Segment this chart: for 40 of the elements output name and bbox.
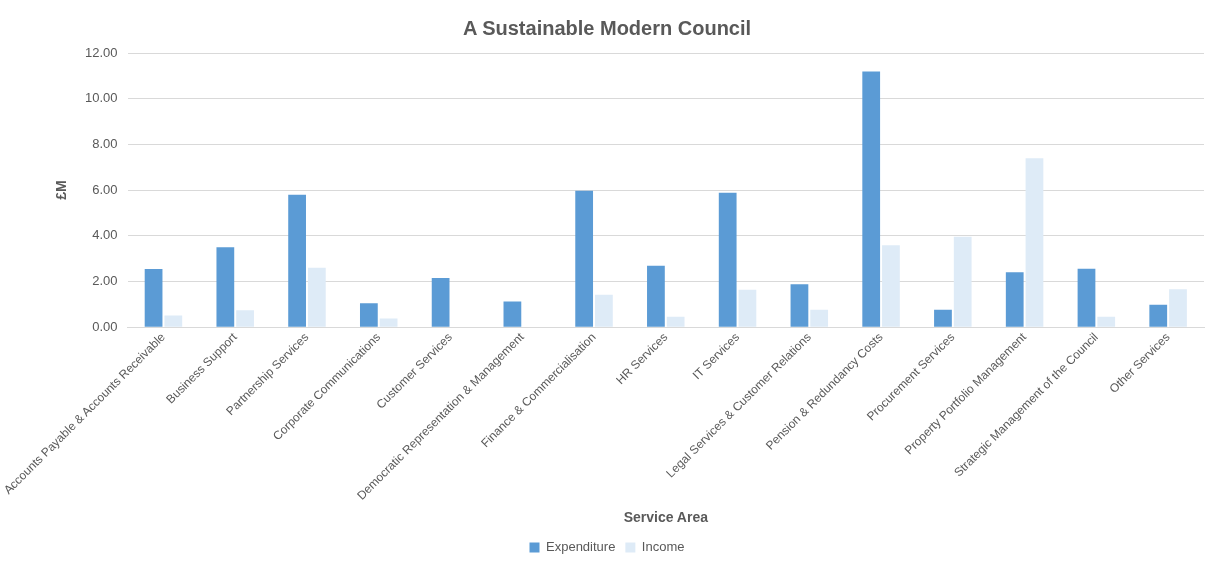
chart-title: A Sustainable Modern Council: [462, 16, 752, 39]
bar: [666, 316, 685, 327]
bar: [216, 247, 235, 327]
bar: [1005, 272, 1024, 327]
legend-label: Income: [641, 539, 685, 555]
bar: [1149, 304, 1168, 327]
x-axis-title: Service Area: [623, 509, 709, 526]
bar: [503, 301, 522, 327]
bar: [359, 303, 378, 327]
bar: [810, 309, 829, 327]
bar: [575, 190, 594, 327]
bar: [882, 245, 900, 327]
bar: [431, 277, 450, 327]
bar: [790, 284, 809, 327]
bar: [164, 315, 183, 327]
bar: [1097, 316, 1116, 327]
bar: [718, 192, 737, 327]
bar: [595, 294, 613, 327]
bar: [647, 265, 665, 327]
bar: [288, 194, 306, 327]
bar: [934, 309, 952, 327]
bar: [307, 267, 326, 327]
y-tick-label: 6.00: [92, 181, 118, 197]
legend-label: Expenditure: [545, 539, 616, 555]
bar: [1169, 289, 1187, 327]
y-tick-label: 0.00: [92, 318, 118, 334]
y-tick-label: 4.00: [92, 227, 118, 243]
bar: [144, 269, 163, 327]
y-tick-label: 2.00: [92, 273, 118, 289]
bar: [379, 318, 398, 327]
y-tick-label: 12.00: [85, 44, 118, 60]
bar: [1077, 268, 1096, 327]
bar: [738, 289, 757, 327]
bar: [862, 71, 881, 327]
bar: [953, 236, 972, 327]
bar: [236, 310, 254, 327]
bar: [1025, 158, 1044, 327]
y-axis-title: £M: [53, 180, 70, 200]
y-tick-label: 10.00: [85, 90, 118, 106]
y-tick-label: 8.00: [92, 136, 118, 152]
